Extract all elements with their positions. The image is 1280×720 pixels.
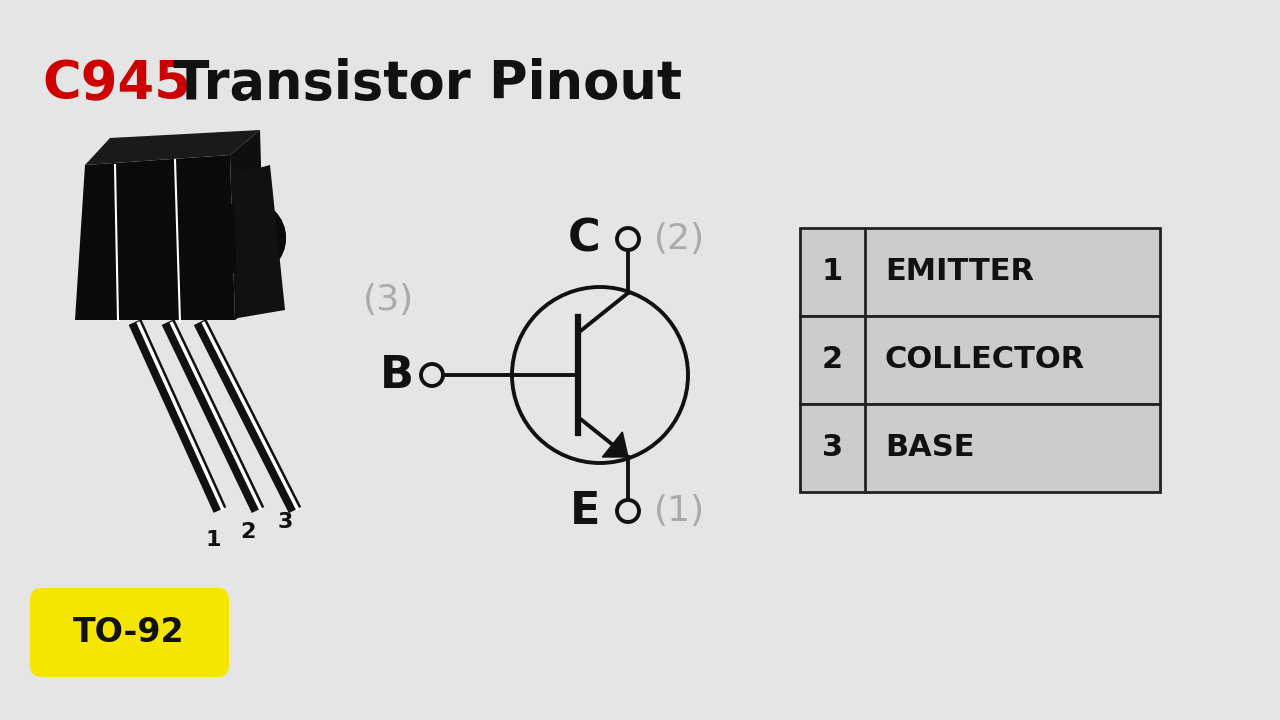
Polygon shape (76, 155, 236, 320)
Polygon shape (233, 165, 285, 318)
Text: 2: 2 (241, 522, 256, 542)
Text: (3): (3) (362, 283, 413, 317)
Text: C: C (567, 217, 600, 261)
Bar (800, 404, 1160, 492)
Circle shape (210, 200, 285, 276)
Text: BASE: BASE (884, 433, 974, 462)
FancyBboxPatch shape (29, 588, 229, 677)
Circle shape (617, 500, 639, 522)
Text: B: B (380, 354, 413, 397)
Polygon shape (84, 130, 260, 165)
Text: TO-92: TO-92 (73, 616, 184, 649)
Bar (800, 316, 1160, 404)
Text: COLLECTOR: COLLECTOR (884, 346, 1085, 374)
Text: 1: 1 (822, 258, 844, 287)
Polygon shape (230, 130, 265, 320)
Text: E: E (570, 490, 600, 533)
Circle shape (617, 228, 639, 250)
Text: (2): (2) (654, 222, 705, 256)
Text: EMITTER: EMITTER (884, 258, 1034, 287)
Circle shape (421, 364, 443, 386)
Text: 3: 3 (278, 512, 293, 532)
Polygon shape (603, 432, 628, 457)
Bar (800, 228, 1160, 316)
Text: 1: 1 (205, 530, 220, 550)
Text: C945: C945 (42, 58, 191, 110)
Text: (1): (1) (654, 494, 705, 528)
Text: 2: 2 (822, 346, 844, 374)
Text: 3: 3 (822, 433, 844, 462)
Text: Transistor Pinout: Transistor Pinout (155, 58, 682, 110)
Circle shape (210, 200, 285, 276)
